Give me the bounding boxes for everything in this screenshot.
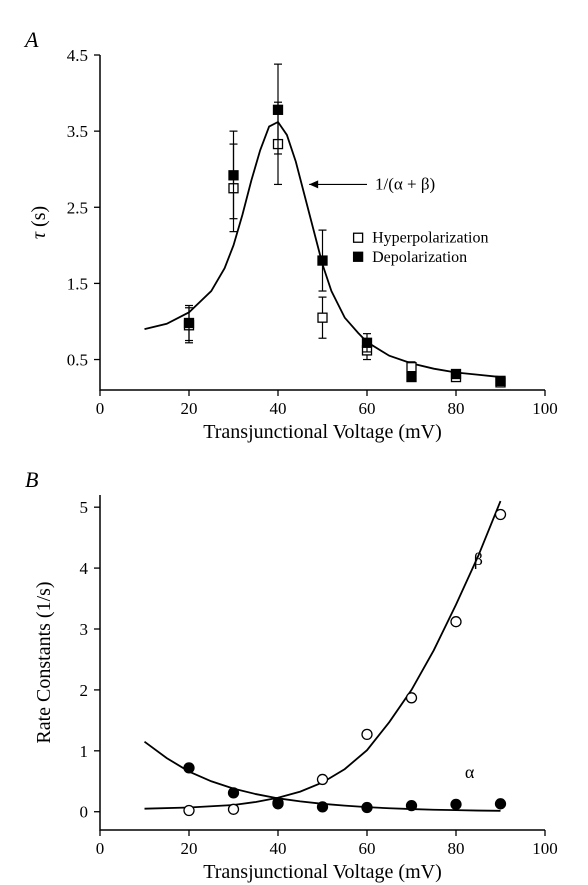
alpha-label: α bbox=[465, 762, 475, 782]
y-tick-label: 0 bbox=[80, 803, 89, 822]
y-tick-label: 4.5 bbox=[67, 46, 88, 65]
y-tick-label: 2 bbox=[80, 681, 89, 700]
alpha-marker bbox=[184, 763, 194, 773]
alpha-marker bbox=[407, 801, 417, 811]
depol-marker bbox=[229, 171, 238, 180]
beta-marker bbox=[496, 509, 506, 519]
alpha-marker bbox=[318, 802, 328, 812]
alpha-marker bbox=[362, 802, 372, 812]
alpha-marker bbox=[451, 799, 461, 809]
hyper-marker bbox=[318, 313, 327, 322]
beta-marker bbox=[229, 804, 239, 814]
plot-svg: 0204060801000.51.52.53.54.5Transjunction… bbox=[0, 0, 588, 885]
beta-marker bbox=[318, 774, 328, 784]
depol-marker bbox=[363, 338, 372, 347]
y-axis-label: Rate Constants (1/s) bbox=[33, 581, 55, 743]
depol-marker bbox=[496, 376, 505, 385]
depol-marker bbox=[185, 319, 194, 328]
y-tick-label: 2.5 bbox=[67, 198, 88, 217]
y-tick-label: 1.5 bbox=[67, 274, 88, 293]
panel-letter: B bbox=[25, 467, 38, 492]
x-tick-label: 40 bbox=[270, 399, 287, 418]
figure-container: 0204060801000.51.52.53.54.5Transjunction… bbox=[0, 0, 588, 885]
legend-marker-hyper bbox=[354, 233, 363, 242]
depol-marker bbox=[407, 373, 416, 382]
y-tick-label: 3 bbox=[80, 620, 89, 639]
beta-curve bbox=[145, 501, 501, 809]
beta-marker bbox=[451, 617, 461, 627]
x-tick-label: 0 bbox=[96, 839, 105, 858]
beta-marker bbox=[184, 806, 194, 816]
legend-marker-depol bbox=[354, 252, 363, 261]
x-tick-label: 20 bbox=[181, 399, 198, 418]
x-axis-label: Transjunctional Voltage (mV) bbox=[203, 861, 442, 883]
depol-marker bbox=[452, 370, 461, 379]
beta-marker bbox=[407, 693, 417, 703]
x-tick-label: 60 bbox=[359, 399, 376, 418]
y-tick-label: 0.5 bbox=[67, 351, 88, 370]
hyper-marker bbox=[407, 363, 416, 372]
y-tick-label: 3.5 bbox=[67, 122, 88, 141]
depol-marker bbox=[318, 256, 327, 265]
depol-marker bbox=[274, 105, 283, 114]
alpha-marker bbox=[229, 788, 239, 798]
x-tick-label: 80 bbox=[448, 839, 465, 858]
alpha-marker bbox=[273, 798, 283, 808]
x-tick-label: 100 bbox=[532, 839, 558, 858]
y-tick-label: 1 bbox=[80, 742, 89, 761]
x-tick-label: 20 bbox=[181, 839, 198, 858]
beta-label: β bbox=[474, 549, 483, 569]
x-tick-label: 80 bbox=[448, 399, 465, 418]
x-tick-label: 100 bbox=[532, 399, 558, 418]
y-tick-label: 5 bbox=[80, 498, 89, 517]
alpha-marker bbox=[496, 799, 506, 809]
legend-label-hyper: Hyperpolarization bbox=[372, 230, 488, 247]
curve-annotation: 1/(α + β) bbox=[375, 174, 435, 193]
x-axis-label: Transjunctional Voltage (mV) bbox=[203, 421, 442, 443]
x-tick-label: 60 bbox=[359, 839, 376, 858]
x-tick-label: 40 bbox=[270, 839, 287, 858]
x-tick-label: 0 bbox=[96, 399, 105, 418]
y-axis-label: τ (s) bbox=[28, 206, 50, 239]
annotation-arrowhead bbox=[309, 180, 318, 188]
y-tick-label: 4 bbox=[80, 559, 89, 578]
panel-letter: A bbox=[23, 27, 39, 52]
beta-marker bbox=[362, 729, 372, 739]
legend-label-depol: Depolarization bbox=[372, 249, 467, 266]
axes bbox=[100, 55, 545, 390]
